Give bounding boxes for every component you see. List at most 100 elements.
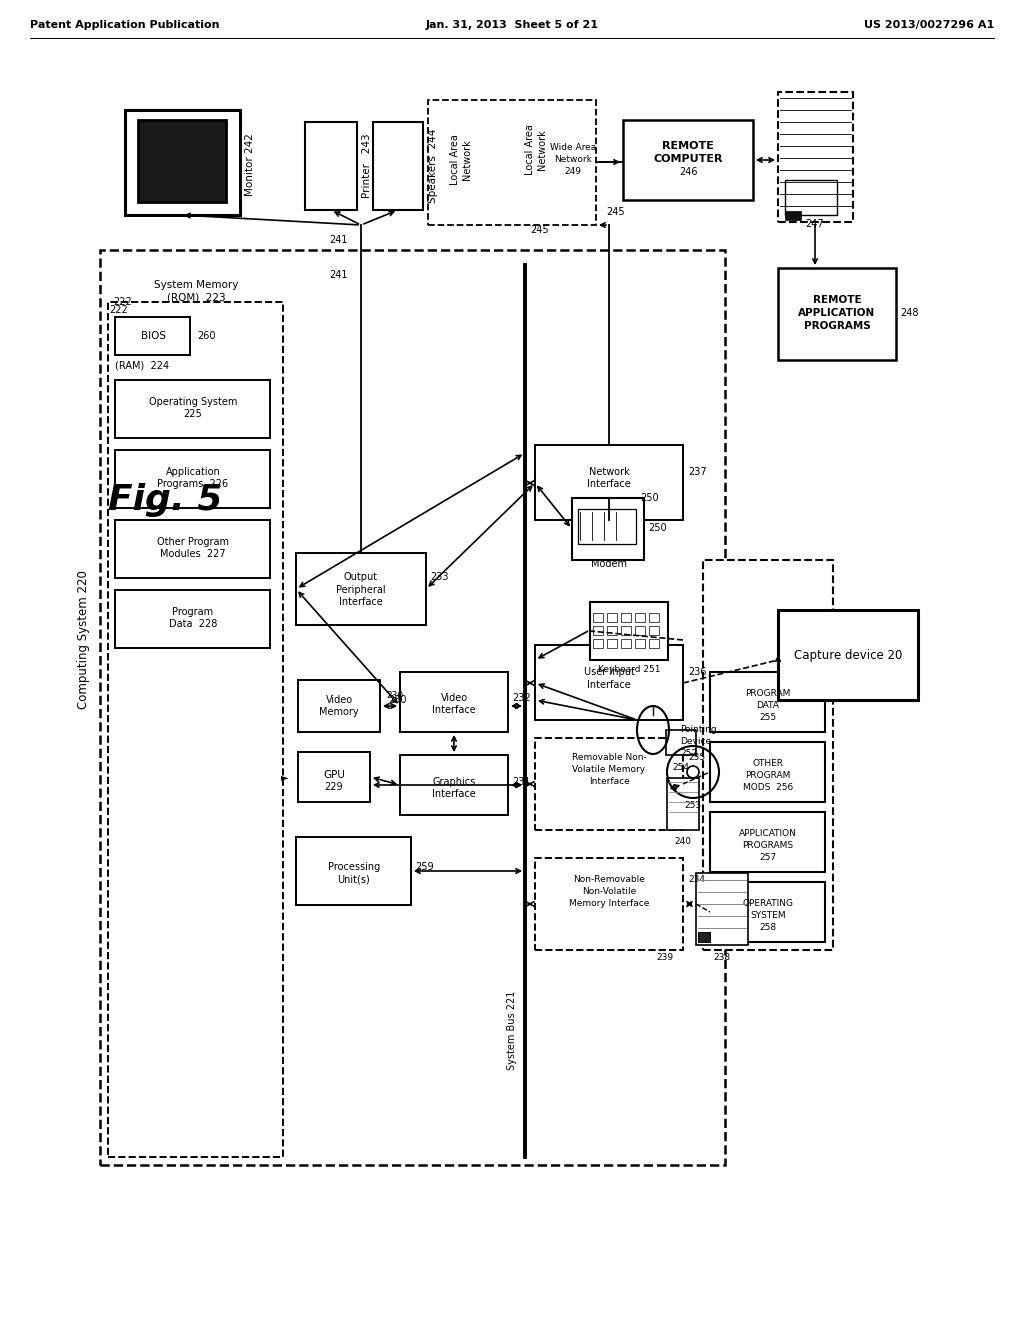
Text: 233: 233 (430, 572, 449, 582)
Text: Local Area: Local Area (450, 135, 460, 185)
Text: Patent Application Publication: Patent Application Publication (30, 20, 219, 30)
Text: APPLICATION: APPLICATION (799, 308, 876, 318)
Text: 247: 247 (806, 219, 824, 228)
Text: Network: Network (554, 156, 592, 165)
Bar (696, 873, 748, 945)
Text: OPERATING: OPERATING (742, 899, 794, 908)
Text: 255: 255 (760, 714, 776, 722)
Text: COMPUTER: COMPUTER (653, 154, 723, 164)
Bar (593, 612, 603, 622)
Text: 245: 245 (530, 224, 549, 235)
Text: Fig. 5: Fig. 5 (108, 483, 222, 517)
Text: 238: 238 (714, 953, 730, 962)
Text: System Memory: System Memory (154, 280, 239, 290)
Text: SYSTEM: SYSTEM (751, 912, 785, 920)
Bar (710, 882, 825, 942)
Text: 249: 249 (564, 168, 582, 177)
Text: 260: 260 (197, 331, 215, 341)
Text: 241: 241 (330, 271, 348, 280)
Text: 252: 252 (680, 750, 697, 759)
Bar (298, 752, 370, 803)
Bar (649, 626, 659, 635)
Bar (115, 380, 270, 438)
Text: Memory Interface: Memory Interface (568, 899, 649, 908)
Text: Removable Non-: Removable Non- (571, 754, 646, 763)
Bar (778, 92, 853, 222)
Bar (778, 268, 896, 360)
Bar (607, 639, 617, 648)
Text: Network: Network (589, 467, 630, 477)
Bar (535, 858, 683, 950)
Text: Application: Application (166, 467, 220, 477)
Text: 225: 225 (183, 409, 203, 418)
Bar (125, 110, 240, 215)
Text: 253: 253 (684, 800, 701, 809)
Text: APPLICATION: APPLICATION (739, 829, 797, 838)
Text: 257: 257 (760, 854, 776, 862)
Bar (621, 626, 631, 635)
Bar (635, 626, 645, 635)
Text: Non-Removable: Non-Removable (573, 875, 645, 884)
Bar (572, 498, 644, 560)
Text: BIOS: BIOS (140, 331, 166, 341)
Text: Data  228: Data 228 (169, 619, 217, 630)
Text: PROGRAM: PROGRAM (745, 771, 791, 780)
Text: (RAM)  224: (RAM) 224 (115, 360, 169, 371)
Text: OTHER: OTHER (753, 759, 783, 768)
Text: Printer   243: Printer 243 (362, 133, 372, 198)
Text: Capture device 20: Capture device 20 (794, 648, 902, 661)
Text: REMOTE: REMOTE (663, 141, 714, 150)
Text: PROGRAMS: PROGRAMS (742, 842, 794, 850)
Bar (785, 180, 837, 215)
Bar (535, 445, 683, 520)
Text: GPU: GPU (323, 770, 345, 780)
Text: 246: 246 (679, 168, 697, 177)
Text: Video: Video (440, 693, 468, 704)
Text: Network: Network (537, 129, 547, 170)
Text: Wide Area: Wide Area (550, 144, 596, 153)
Text: Program: Program (172, 607, 214, 616)
Text: Interface: Interface (589, 777, 630, 787)
Bar (607, 612, 617, 622)
Text: Programs  226: Programs 226 (158, 479, 228, 488)
Bar (649, 639, 659, 648)
Text: Unit(s): Unit(s) (338, 874, 371, 884)
Text: 222: 222 (113, 297, 132, 308)
Text: 236: 236 (688, 667, 707, 677)
Text: ►: ► (282, 772, 289, 781)
Bar (635, 639, 645, 648)
Bar (590, 602, 668, 660)
Bar (535, 738, 683, 830)
Text: 259: 259 (415, 862, 433, 873)
Text: Interface: Interface (339, 597, 383, 607)
Text: 241: 241 (330, 235, 348, 246)
Text: 222: 222 (109, 305, 128, 315)
Text: Graphics: Graphics (432, 777, 475, 787)
Text: Device: Device (680, 738, 711, 747)
Bar (649, 612, 659, 622)
Bar (785, 211, 801, 220)
Text: Network: Network (462, 140, 472, 181)
Text: MODS  256: MODS 256 (742, 784, 794, 792)
Bar (305, 121, 357, 210)
Text: 230: 230 (388, 696, 407, 705)
Text: 232: 232 (512, 693, 530, 704)
Bar (778, 610, 918, 700)
Text: Processing: Processing (328, 862, 380, 873)
Bar (623, 120, 753, 201)
Bar (667, 777, 699, 830)
Text: Peripheral: Peripheral (336, 585, 386, 595)
Text: 237: 237 (688, 467, 707, 477)
Text: Memory: Memory (319, 708, 358, 717)
Text: Interface: Interface (587, 479, 631, 488)
Text: Video: Video (326, 696, 352, 705)
Text: User Input: User Input (584, 667, 635, 677)
Bar (100, 249, 725, 1166)
Text: Computing System 220: Computing System 220 (77, 570, 89, 709)
Text: Modules  227: Modules 227 (160, 549, 226, 558)
Text: Output: Output (344, 572, 378, 582)
Text: Interface: Interface (587, 680, 631, 690)
Bar (138, 120, 226, 202)
Bar (115, 317, 190, 355)
Bar (635, 612, 645, 622)
